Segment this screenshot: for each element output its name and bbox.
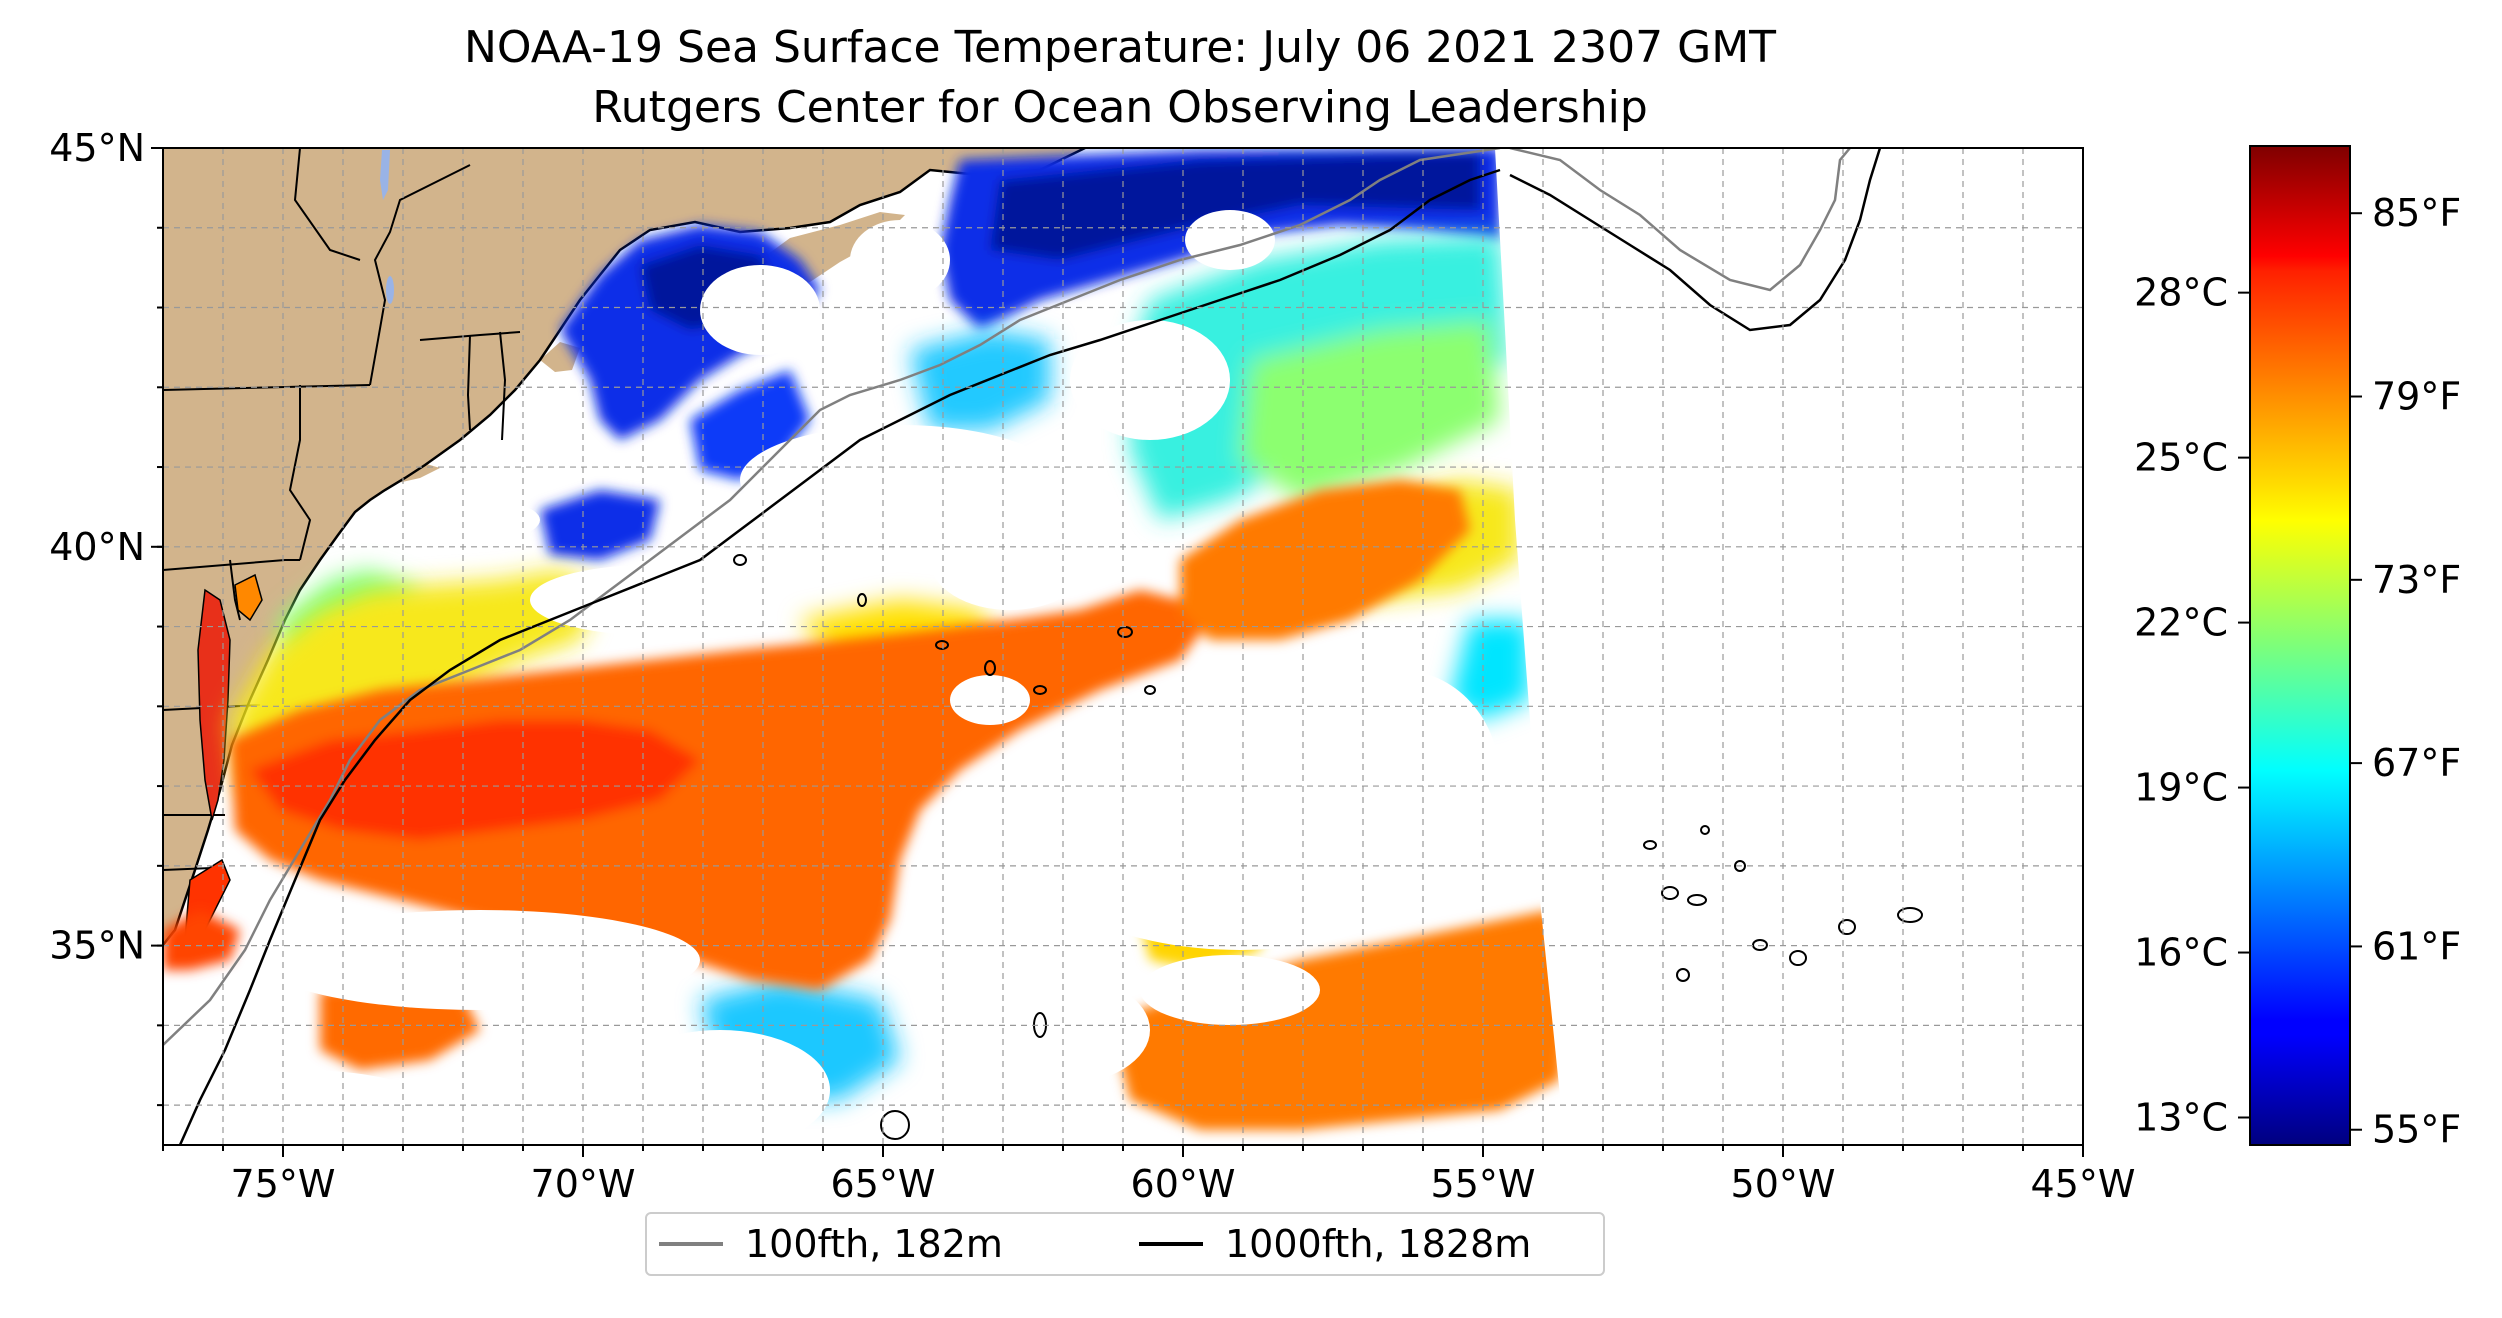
- legend-label-1000fth: 1000fth, 1828m: [1225, 1222, 1532, 1266]
- lat-tick-label: 40°N: [49, 525, 145, 569]
- celsius-tick-label: 19°C: [2134, 766, 2228, 810]
- lon-tick-label: 45°W: [2031, 1162, 2136, 1206]
- chesapeake-bay: [197, 588, 231, 821]
- seamounts: [733, 554, 1923, 1140]
- gridlines: [163, 148, 2083, 1145]
- isobath-1000fth-newfoundland: [1509, 148, 1882, 332]
- legend-label-100fth: 100fth, 182m: [745, 1222, 1003, 1266]
- celsius-tick-label: 13°C: [2134, 1096, 2228, 1140]
- legend-line-1000fth: [1139, 1242, 1203, 1246]
- fahrenheit-tick-label: 67°F: [2372, 741, 2461, 785]
- lat-tick-label: 45°N: [49, 126, 145, 170]
- lon-tick-label: 55°W: [1431, 1162, 1536, 1206]
- isobath-100fth-newfoundland: [1509, 148, 1851, 292]
- lon-tick-label: 65°W: [831, 1162, 936, 1206]
- swath-nodata-east: [1495, 148, 2083, 1145]
- delaware-bay: [234, 573, 263, 622]
- lake-small: [386, 276, 394, 304]
- lon-tick-label: 60°W: [1131, 1162, 1236, 1206]
- fahrenheit-tick-label: 85°F: [2372, 191, 2461, 235]
- colorbar-ticks: 55°F 61°F 67°F 73°F 79°F 85°F 13°C 16°C 19°C 22°C…: [2134, 191, 2461, 1152]
- fahrenheit-tick-label: 79°F: [2372, 375, 2461, 419]
- legend-line-100fth: [659, 1242, 723, 1246]
- celsius-tick-label: 16°C: [2134, 931, 2228, 975]
- legend-item-100fth: 100fth, 182m: [659, 1214, 1003, 1274]
- celsius-tick-label: 22°C: [2134, 601, 2228, 645]
- lon-tick-label: 50°W: [1731, 1162, 1836, 1206]
- celsius-tick-label: 28°C: [2134, 271, 2228, 315]
- isobath-legend: 100fth, 182m 1000fth, 1828m: [645, 1212, 1605, 1276]
- lon-tick-label: 75°W: [231, 1162, 336, 1206]
- isobath-100fth: [163, 148, 1501, 1046]
- land-north-america: [163, 148, 1085, 945]
- isobath-1000fth: [178, 168, 1501, 1145]
- celsius-tick-label: 25°C: [2134, 436, 2228, 480]
- map-subtitle: Rutgers Center for Ocean Observing Leade…: [592, 82, 1648, 133]
- land-cape-cod: [540, 342, 580, 372]
- legend-item-1000fth: 1000fth, 1828m: [1139, 1214, 1531, 1274]
- fahrenheit-tick-label: 73°F: [2372, 558, 2461, 602]
- map-title: NOAA-19 Sea Surface Temperature: July 06…: [463, 22, 1777, 73]
- colorbar: [2249, 145, 2351, 1146]
- lake-champlain: [380, 150, 390, 200]
- lat-tick-label: 35°N: [49, 924, 145, 968]
- land-long-island: [330, 462, 440, 492]
- cloud-mask: [163, 210, 1500, 1145]
- map-panel: [163, 148, 2083, 1145]
- lon-tick-label: 70°W: [531, 1162, 636, 1206]
- fahrenheit-tick-label: 55°F: [2372, 1108, 2461, 1152]
- fahrenheit-tick-label: 61°F: [2372, 924, 2461, 968]
- map-axis-ticks: 75°W 70°W 65°W 60°W 55°W 50°W 45°W 45°N 40°N 35°N: [49, 126, 2135, 1206]
